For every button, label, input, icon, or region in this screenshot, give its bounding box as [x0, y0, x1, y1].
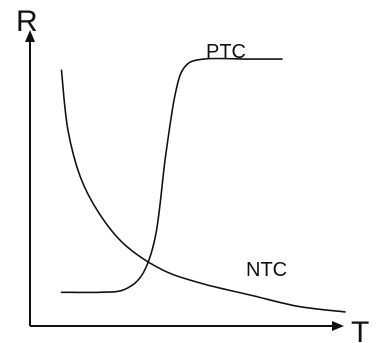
y-axis-label: R — [16, 5, 38, 38]
x-axis-arrow — [332, 321, 344, 331]
series-label-ntc: NTC — [246, 259, 287, 281]
series-line-ptc — [60, 57, 283, 294]
series-layer: NTC PTC — [60, 41, 346, 313]
series-line-ntc — [60, 69, 346, 313]
x-axis-label: T — [351, 316, 369, 343]
series-label-ptc: PTC — [206, 41, 246, 63]
y-axis-arrow — [25, 30, 35, 42]
